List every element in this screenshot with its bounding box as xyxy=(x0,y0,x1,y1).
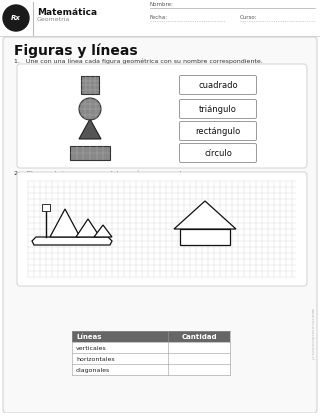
Text: cuadrado: cuadrado xyxy=(198,81,238,90)
Text: rectángulo: rectángulo xyxy=(196,127,241,136)
FancyBboxPatch shape xyxy=(180,76,257,95)
FancyBboxPatch shape xyxy=(180,100,257,119)
Text: Fecha:: Fecha: xyxy=(150,15,168,20)
FancyBboxPatch shape xyxy=(17,173,307,286)
Polygon shape xyxy=(94,225,112,237)
Bar xyxy=(72,331,230,342)
Polygon shape xyxy=(79,120,101,140)
Text: Matemática: Matemática xyxy=(37,8,97,17)
Polygon shape xyxy=(174,202,236,230)
Polygon shape xyxy=(76,219,100,237)
Text: Figuras y líneas: Figuras y líneas xyxy=(14,44,138,58)
Bar xyxy=(70,147,110,161)
Bar xyxy=(180,230,230,245)
Bar xyxy=(72,342,230,353)
Text: www.recursosdocentes.cl: www.recursosdocentes.cl xyxy=(310,307,314,359)
Text: círculo: círculo xyxy=(204,149,232,158)
Polygon shape xyxy=(50,209,80,237)
Text: Nombre:: Nombre: xyxy=(150,2,174,7)
Bar xyxy=(42,204,50,211)
FancyBboxPatch shape xyxy=(180,122,257,141)
FancyBboxPatch shape xyxy=(17,65,307,169)
Text: verticales: verticales xyxy=(76,345,107,350)
Bar xyxy=(72,364,230,375)
Circle shape xyxy=(79,99,101,121)
Text: Líneas: Líneas xyxy=(76,334,101,339)
Text: 2.   Observa la imagen y completa según corresponda.: 2. Observa la imagen y completa según co… xyxy=(14,170,187,175)
FancyBboxPatch shape xyxy=(180,144,257,163)
Circle shape xyxy=(3,6,29,32)
FancyBboxPatch shape xyxy=(3,38,317,413)
Polygon shape xyxy=(32,237,112,245)
Text: 1.   Une con una línea cada figura geométrica con su nombre correspondiente.: 1. Une con una línea cada figura geométr… xyxy=(14,58,263,63)
Text: Geometría: Geometría xyxy=(37,17,70,22)
Text: horizontales: horizontales xyxy=(76,356,115,361)
Text: Curso:: Curso: xyxy=(240,15,258,20)
Bar xyxy=(72,353,230,364)
Text: triángulo: triángulo xyxy=(199,105,237,114)
Text: Cantidad: Cantidad xyxy=(181,334,217,339)
Bar xyxy=(81,77,99,95)
Text: diagonales: diagonales xyxy=(76,367,110,372)
Text: Rx: Rx xyxy=(11,15,21,21)
